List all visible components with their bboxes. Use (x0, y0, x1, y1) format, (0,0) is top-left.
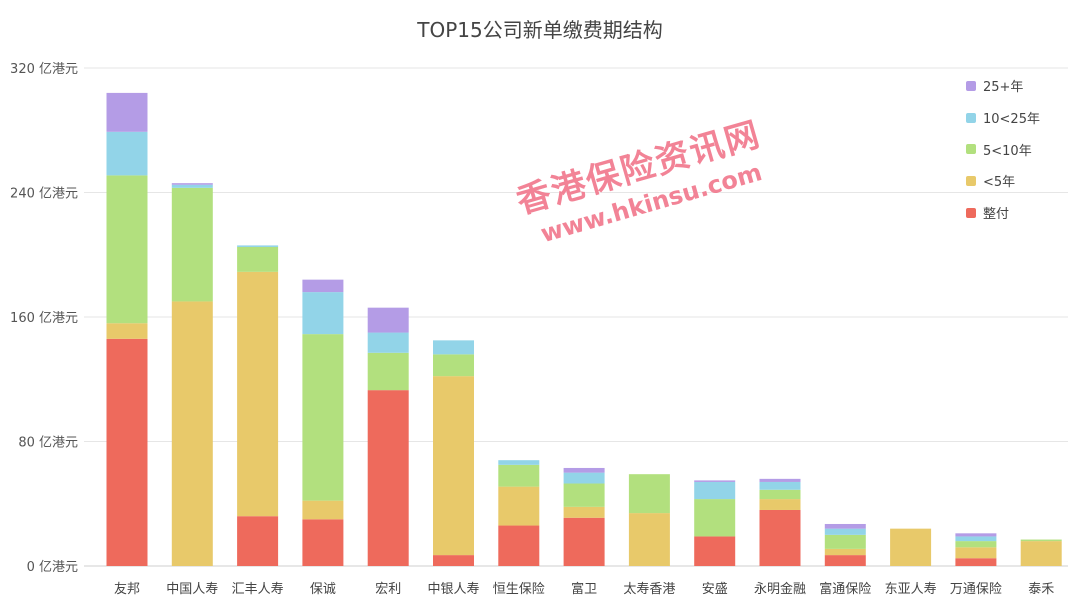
bar-segment (955, 541, 997, 548)
bar-segment (433, 354, 474, 377)
bar-segment (563, 467, 605, 473)
x-tick-label: 中国人寿 (166, 582, 218, 597)
legend-label: 5<10年 (983, 143, 1032, 159)
bar-segment (824, 528, 866, 535)
x-tick-label: 恒生保险 (493, 582, 545, 597)
legend-label: 25+年 (983, 80, 1024, 96)
x-tick-label: 富通保险 (819, 581, 871, 597)
bar-segment (694, 481, 736, 500)
bar-segment (563, 517, 605, 566)
bar-segment (237, 245, 279, 247)
y-tick-label: 240 亿港元 (10, 187, 78, 202)
legend-item: <5年 (966, 165, 1066, 197)
legend-swatch (966, 112, 976, 123)
legend-swatch (966, 144, 976, 155)
bar-segment (237, 516, 279, 566)
y-tick-label: 320 亿港元 (10, 62, 78, 77)
bar-segment (106, 175, 148, 324)
bar-segment (237, 271, 279, 517)
bar-segment (498, 464, 540, 487)
bar-segment (367, 352, 409, 391)
x-tick-label: 中银人寿 (427, 582, 479, 597)
bar-segment (433, 340, 474, 355)
bar-segment (824, 534, 866, 549)
bar-segment (955, 536, 997, 542)
bar-segment (1020, 541, 1062, 566)
bar-segment (171, 184, 213, 188)
x-tick-label: 保诚 (310, 582, 336, 597)
bar-segment (171, 187, 213, 302)
bar-segment (171, 301, 213, 566)
legend-item: 10<25年 (966, 102, 1066, 134)
bar-segment (367, 390, 409, 566)
legend-label: 10<25年 (983, 112, 1040, 128)
legend-swatch (966, 175, 976, 186)
bar-segment (759, 481, 801, 490)
bar-segment (302, 500, 344, 520)
legend-label: <5年 (983, 175, 1016, 191)
y-tick-label: 80 亿港元 (18, 436, 78, 451)
bar-segment (628, 513, 670, 566)
x-tick-label: 安盛 (702, 582, 728, 597)
x-tick-label: 永明金融 (754, 581, 806, 597)
x-tick-label: 宏利 (375, 582, 401, 597)
x-tick-label: 太寿香港 (623, 582, 675, 597)
bar-segment (759, 509, 801, 566)
bar-segment (824, 523, 866, 529)
legend-swatch (966, 207, 976, 218)
legend-item: 整付 (966, 197, 1066, 229)
bar-segment (367, 307, 409, 333)
bar-segment (106, 131, 148, 176)
x-tick-label: 友邦 (114, 581, 140, 597)
x-tick-label: 东亚人寿 (885, 582, 937, 597)
chart-legend: 25+年 10<25年 5<10年 <5年整付 (966, 70, 1066, 228)
bar-segment (498, 460, 540, 465)
x-tick-label: 富卫 (571, 581, 597, 597)
x-tick-label: 万通保险 (950, 582, 1002, 597)
x-tick-label: 泰禾 (1028, 582, 1054, 597)
legend-label: 整付 (983, 207, 1010, 223)
bar-segment (563, 472, 605, 484)
bar-segment (433, 376, 474, 556)
bar-segment (694, 536, 736, 566)
chart-title: TOP15公司新单缴费期结构 (417, 18, 663, 42)
bar-segment (106, 323, 148, 339)
bar-segment (824, 548, 866, 556)
bar-segment (1020, 539, 1062, 542)
bar-segment (759, 499, 801, 510)
bar-segment (759, 478, 801, 482)
bar-segment (106, 92, 148, 132)
bar-segment (302, 519, 344, 566)
bar-segment (237, 246, 279, 272)
bar-segment (433, 555, 474, 566)
legend-item: 25+年 (966, 70, 1066, 102)
bar-segment (302, 292, 344, 335)
bar-segment (955, 533, 997, 537)
legend-item: 5<10年 (966, 133, 1066, 165)
bar-segment (367, 332, 409, 353)
bar-segment (498, 525, 540, 566)
bar-segment (171, 183, 213, 185)
x-tick-label: 汇丰人寿 (232, 582, 284, 597)
bar-segment (955, 547, 997, 559)
legend-swatch (966, 80, 976, 91)
y-tick-label: 160 亿港元 (10, 311, 78, 326)
bar-segment (302, 279, 344, 293)
bar-segment (759, 489, 801, 500)
bar-segment (890, 528, 932, 566)
bar-segment (694, 499, 736, 537)
bar-segment (955, 558, 997, 566)
bar-segment (628, 474, 670, 514)
bar-segment (563, 506, 605, 518)
bar-segment (563, 483, 605, 507)
y-tick-label: 0 亿港元 (27, 560, 78, 575)
bar-segment (302, 334, 344, 501)
bar-segment (824, 555, 866, 566)
bar-segment (694, 480, 736, 482)
bar-segment (106, 338, 148, 566)
bar-segment (498, 486, 540, 526)
